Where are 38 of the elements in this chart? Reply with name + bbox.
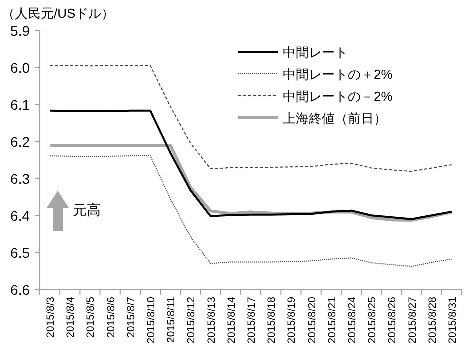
x-tick-label: 2015/8/13 <box>206 296 218 344</box>
line-series <box>50 65 452 172</box>
legend-label: 中間レート <box>283 45 348 60</box>
legend-label: 中間レートの－2% <box>283 89 394 104</box>
y-tick-label: 5.9 <box>10 23 30 39</box>
x-tick-label: 2015/8/25 <box>366 296 379 344</box>
x-tick-label: 2015/8/6 <box>105 296 118 338</box>
x-tick-label: 2015/8/5 <box>85 296 98 338</box>
y-tick-label: 6.3 <box>10 171 30 187</box>
x-tick-label: 2015/8/17 <box>246 296 258 344</box>
x-tick-label: 2015/8/24 <box>346 296 358 344</box>
y-tick-label: 6.2 <box>10 134 30 150</box>
line-series <box>50 156 452 268</box>
y-tick-label: 6.5 <box>10 245 30 261</box>
x-tick-label: 2015/8/26 <box>386 296 399 344</box>
x-tick-label: 2015/8/7 <box>125 296 138 338</box>
x-tick-label: 2015/8/3 <box>45 296 58 338</box>
y-tick-label: 6.0 <box>10 60 30 76</box>
x-tick-label: 2015/8/18 <box>266 296 278 344</box>
x-tick-label: 2015/8/27 <box>406 296 419 344</box>
x-tick-label: 2015/8/21 <box>326 296 338 344</box>
annotation: 元高 <box>73 202 101 218</box>
y-tick-label: 6.6 <box>10 282 30 298</box>
x-tick-label: 2015/8/4 <box>65 296 78 338</box>
x-tick-label: 2015/8/10 <box>146 296 158 344</box>
line-series <box>49 110 453 220</box>
legend-label: 上海終値（前日） <box>283 111 387 126</box>
y-axis-title: （人民元/USドル） <box>2 6 115 21</box>
y-tick-label: 6.1 <box>10 97 30 113</box>
x-tick-label: 2015/8/11 <box>166 296 178 343</box>
legend-label: 中間レートの＋2% <box>283 67 394 82</box>
x-tick-label: 2015/8/19 <box>286 296 298 344</box>
x-tick-label: 2015/8/28 <box>426 296 439 344</box>
x-tick-label: 2015/8/20 <box>306 296 318 344</box>
x-tick-label: 2015/8/31 <box>446 296 459 344</box>
y-tick-label: 6.4 <box>10 208 30 224</box>
x-tick-label: 2015/8/14 <box>226 296 238 344</box>
x-tick-label: 2015/8/12 <box>186 296 198 344</box>
